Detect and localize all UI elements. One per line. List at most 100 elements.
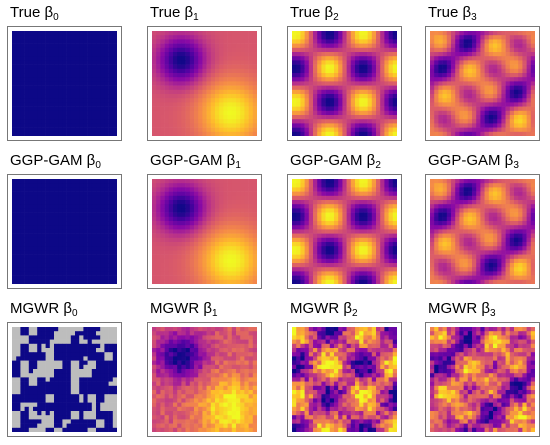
heatmap-cell	[70, 191, 76, 197]
heatmap-cell	[156, 250, 161, 255]
heatmap-cell	[321, 115, 326, 120]
heatmap-cell	[112, 254, 117, 260]
heatmap-cell	[300, 254, 305, 260]
heatmap-cell	[505, 200, 511, 205]
heatmap-cell	[41, 221, 46, 226]
heatmap-cell	[522, 60, 527, 65]
heatmap-cell	[430, 208, 435, 213]
heatmap-cell	[522, 81, 527, 86]
heatmap-cell	[70, 89, 76, 95]
heatmap-cell	[300, 187, 305, 192]
heatmap-cell	[342, 258, 347, 264]
heatmap-cell	[317, 250, 322, 255]
heatmap-cell	[108, 267, 114, 272]
heatmap-cell	[455, 225, 460, 230]
heatmap-cell	[355, 39, 360, 44]
heatmap-cell	[304, 77, 310, 82]
heatmap-cell	[304, 258, 310, 264]
heatmap-cell	[317, 208, 322, 213]
heatmap-cell	[442, 271, 448, 276]
heatmap-cell	[41, 81, 46, 86]
heatmap-cell	[244, 225, 249, 230]
heatmap-cell	[83, 115, 88, 120]
heatmap-cell	[236, 204, 241, 209]
heatmap-cell	[79, 123, 84, 128]
heatmap-cell	[292, 271, 297, 276]
heatmap-cell	[526, 102, 532, 107]
heatmap-cell	[62, 81, 67, 86]
heatmap-cell	[342, 102, 347, 107]
heatmap-cell	[12, 275, 17, 281]
heatmap-cell	[392, 179, 397, 184]
heatmap-cell	[20, 250, 25, 255]
heatmap-cell	[329, 60, 335, 65]
heatmap-cell	[480, 52, 485, 57]
heatmap-cell	[156, 64, 161, 70]
heatmap-cell	[321, 127, 326, 133]
heatmap-cell	[210, 271, 216, 276]
heatmap-cell	[367, 31, 373, 36]
heatmap-cell	[296, 68, 301, 74]
heatmap-cell	[45, 242, 51, 247]
heatmap-cell	[240, 89, 245, 95]
heatmap-cell	[451, 106, 456, 112]
heatmap-cell	[181, 77, 186, 82]
heatmap-cell	[33, 195, 38, 201]
heatmap-cell	[112, 102, 117, 107]
heatmap-cell	[223, 102, 228, 107]
heatmap-cell	[160, 191, 165, 197]
heatmap-cell	[501, 119, 506, 124]
heatmap-cell	[223, 233, 228, 239]
heatmap-cell	[100, 254, 105, 260]
heatmap-cell	[16, 77, 21, 82]
heatmap-cell	[236, 208, 241, 213]
heatmap-cell	[355, 35, 360, 40]
heatmap-cell	[198, 127, 203, 133]
heatmap-cell	[467, 204, 473, 209]
heatmap-cell	[210, 208, 216, 213]
heatmap-cell	[455, 195, 460, 201]
heatmap-cell	[20, 258, 25, 264]
heatmap-cell	[442, 246, 448, 251]
heatmap-cell	[189, 233, 195, 239]
heatmap-cell	[181, 56, 186, 61]
heatmap-cell	[329, 94, 335, 99]
heatmap-cell	[363, 73, 368, 78]
panel-title: True β1	[150, 4, 199, 27]
heatmap-cell	[463, 267, 469, 272]
heatmap-cell	[505, 229, 511, 234]
heatmap-cell	[37, 271, 42, 276]
heatmap-cell	[342, 221, 347, 226]
heatmap-cell	[501, 35, 506, 40]
heatmap-cell	[451, 267, 456, 272]
heatmap-cell	[530, 115, 535, 120]
heatmap-cell	[104, 85, 109, 91]
heatmap-cell	[497, 271, 502, 276]
heatmap-cell	[177, 237, 182, 243]
heatmap-cell	[206, 131, 212, 136]
heatmap-cell	[219, 85, 224, 91]
heatmap-cell	[198, 85, 203, 91]
heatmap-cell	[227, 73, 233, 78]
heatmap-cell	[355, 275, 360, 281]
heatmap-cell	[346, 254, 352, 260]
heatmap-cell	[308, 242, 314, 247]
heatmap-cell	[493, 204, 498, 209]
heatmap-cell	[45, 233, 51, 239]
heatmap-cell	[58, 89, 63, 95]
heatmap-cell	[181, 225, 186, 230]
heatmap-cell	[156, 102, 161, 107]
heatmap-cell	[223, 254, 228, 260]
heatmap-cell	[198, 271, 203, 276]
heatmap-cell	[317, 254, 322, 260]
heatmap-cell	[493, 131, 498, 136]
heatmap-cell	[194, 258, 199, 264]
heatmap-cell	[350, 123, 356, 128]
heatmap-cell	[12, 123, 17, 128]
heatmap-cell	[244, 271, 249, 276]
heatmap-cell	[363, 258, 368, 264]
heatmap-cell	[62, 131, 67, 136]
heatmap-cell	[91, 225, 97, 230]
heatmap-cell	[463, 39, 469, 44]
heatmap-cell	[28, 64, 34, 70]
